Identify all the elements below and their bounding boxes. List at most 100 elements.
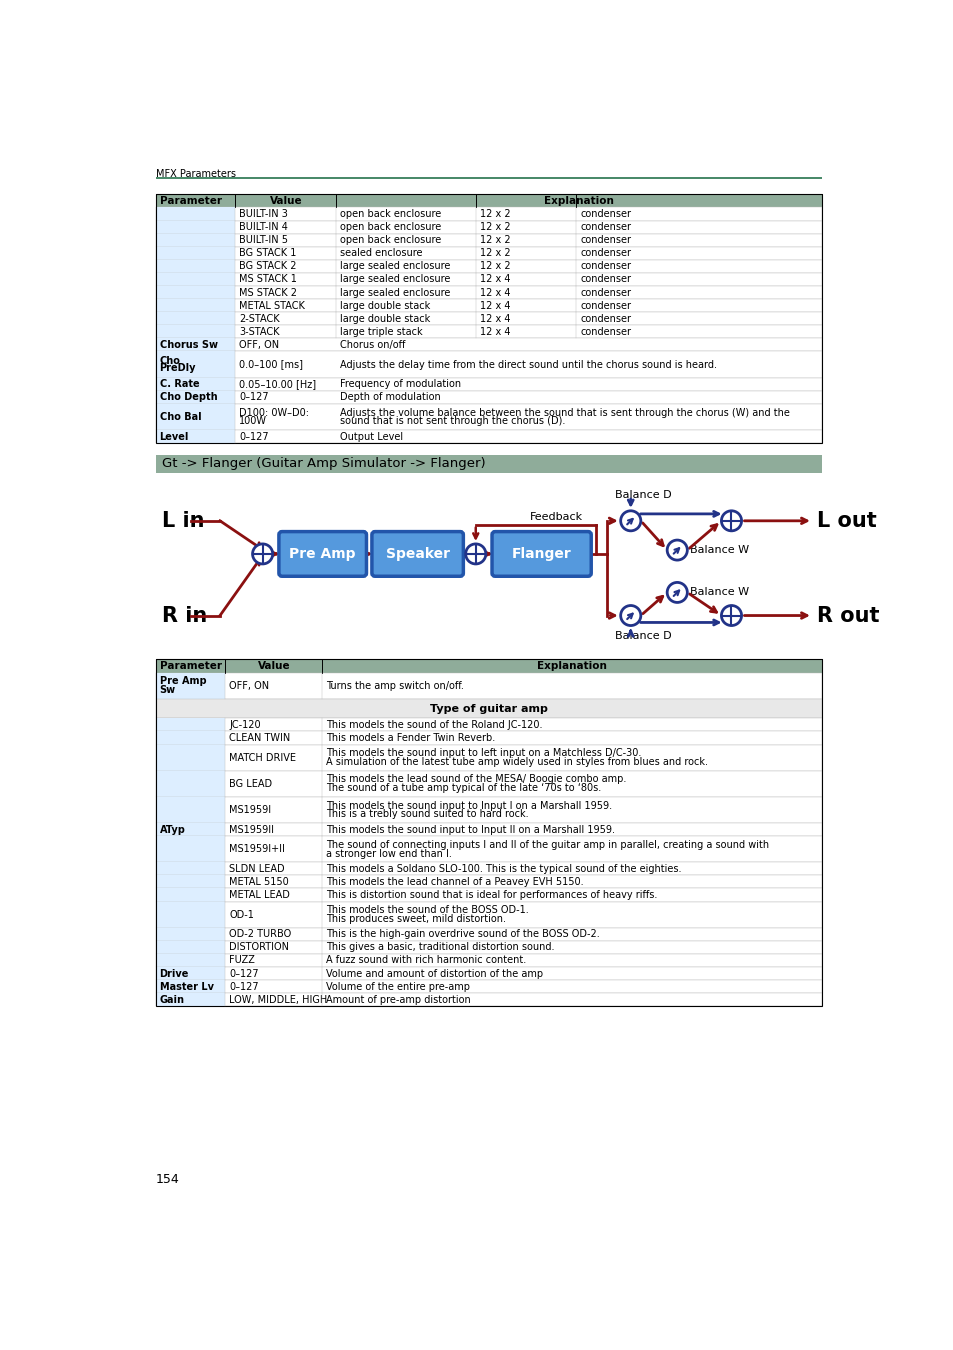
Bar [155, 994, 225, 1006]
Bar [155, 699, 821, 718]
Bar [155, 824, 821, 836]
Bar [155, 273, 235, 286]
Text: condenser: condenser [579, 221, 631, 232]
Text: 12 x 4: 12 x 4 [479, 288, 510, 297]
Text: This is a trebly sound suited to hard rock.: This is a trebly sound suited to hard ro… [326, 810, 528, 819]
Text: Explanation: Explanation [537, 662, 606, 671]
Text: Feedback: Feedback [530, 513, 582, 522]
Text: This models the sound of the Roland JC-120.: This models the sound of the Roland JC-1… [326, 720, 542, 730]
Text: C. Rate: C. Rate [159, 379, 199, 389]
Bar [155, 863, 821, 875]
Bar [155, 390, 235, 404]
Text: Balance D: Balance D [615, 632, 671, 641]
Text: MS1959I: MS1959I [229, 805, 272, 815]
Bar [155, 771, 821, 796]
Text: L out: L out [816, 510, 876, 531]
Text: Output Level: Output Level [340, 432, 403, 441]
Text: The sound of a tube amp typical of the late ‘70s to ‘80s.: The sound of a tube amp typical of the l… [326, 783, 600, 794]
Text: BG STACK 1: BG STACK 1 [239, 248, 296, 258]
FancyBboxPatch shape [492, 532, 591, 576]
Bar [155, 208, 235, 339]
Text: LOW, MIDDLE, HIGH: LOW, MIDDLE, HIGH [229, 995, 327, 1004]
Text: large double stack: large double stack [340, 313, 430, 324]
Text: MS1959I+II: MS1959I+II [229, 844, 285, 855]
Text: BUILT-IN 3: BUILT-IN 3 [239, 209, 288, 219]
Text: This models the lead sound of the MESA/ Boogie combo amp.: This models the lead sound of the MESA/ … [326, 775, 626, 784]
Text: 2-STACK: 2-STACK [239, 313, 280, 324]
Bar [155, 194, 821, 443]
Text: Parameter: Parameter [159, 196, 221, 207]
Text: Depth of modulation: Depth of modulation [340, 393, 440, 402]
Text: FUZZ: FUZZ [229, 956, 254, 965]
Text: ATyp: ATyp [159, 825, 185, 834]
Text: 12 x 4: 12 x 4 [479, 313, 510, 324]
Text: 12 x 2: 12 x 2 [479, 209, 510, 219]
Text: Volume of the entire pre-amp: Volume of the entire pre-amp [326, 981, 470, 992]
Text: Chorus Sw: Chorus Sw [159, 340, 217, 350]
Bar [155, 902, 821, 927]
Text: CLEAN TWIN: CLEAN TWIN [229, 733, 291, 743]
Text: OD-2 TURBO: OD-2 TURBO [229, 929, 292, 940]
Circle shape [620, 606, 640, 625]
Bar [155, 429, 821, 443]
Text: Cho Bal: Cho Bal [159, 412, 201, 421]
Text: Balance D: Balance D [615, 490, 671, 500]
Text: This produces sweet, mild distortion.: This produces sweet, mild distortion. [326, 914, 506, 925]
Text: 0–127: 0–127 [239, 393, 269, 402]
Bar [155, 429, 235, 443]
Bar [155, 177, 821, 180]
Bar [155, 967, 821, 980]
Bar [155, 718, 225, 732]
Bar [155, 247, 235, 259]
Text: large sealed enclosure: large sealed enclosure [340, 262, 450, 271]
Text: BUILT-IN 5: BUILT-IN 5 [239, 235, 288, 246]
Bar [155, 863, 225, 875]
Bar [155, 888, 225, 902]
Text: OD-1: OD-1 [229, 910, 253, 919]
Bar [155, 247, 821, 259]
Text: JC-120: JC-120 [229, 720, 261, 730]
Circle shape [666, 540, 686, 560]
Bar [155, 339, 235, 351]
Circle shape [720, 510, 740, 531]
Bar [155, 796, 821, 824]
FancyBboxPatch shape [372, 532, 463, 576]
Text: condenser: condenser [579, 209, 631, 219]
Text: BG LEAD: BG LEAD [229, 779, 273, 788]
Bar [155, 836, 821, 863]
Text: Sw: Sw [159, 684, 175, 695]
Text: large sealed enclosure: large sealed enclosure [340, 274, 450, 285]
Text: Drive: Drive [159, 968, 189, 979]
Bar [155, 312, 235, 325]
Text: This models the sound input to Input II on a Marshall 1959.: This models the sound input to Input II … [326, 825, 615, 834]
Bar [155, 351, 235, 378]
Text: condenser: condenser [579, 274, 631, 285]
Text: 154: 154 [155, 1173, 179, 1187]
Bar [155, 208, 235, 220]
Text: METAL STACK: METAL STACK [239, 301, 305, 310]
Bar [155, 286, 821, 300]
Text: Chorus on/off: Chorus on/off [340, 340, 405, 350]
Text: Adjusts the delay time from the direct sound until the chorus sound is heard.: Adjusts the delay time from the direct s… [340, 359, 717, 370]
Text: This models a Fender Twin Reverb.: This models a Fender Twin Reverb. [326, 733, 495, 743]
Bar [155, 994, 821, 1006]
Text: Frequency of modulation: Frequency of modulation [340, 379, 460, 389]
Text: L in: L in [162, 510, 204, 531]
Text: This models the sound input to Input I on a Marshall 1959.: This models the sound input to Input I o… [326, 801, 612, 810]
Text: 0–127: 0–127 [229, 968, 258, 979]
Text: Amount of pre-amp distortion: Amount of pre-amp distortion [326, 995, 471, 1004]
Text: condenser: condenser [579, 262, 631, 271]
Text: Explanation: Explanation [544, 196, 614, 207]
Text: sound that is not sent through the chorus (D).: sound that is not sent through the choru… [340, 416, 565, 425]
FancyBboxPatch shape [278, 532, 366, 576]
Bar [155, 771, 225, 796]
Text: Turns the amp switch on/off.: Turns the amp switch on/off. [326, 680, 463, 691]
Text: A simulation of the latest tube amp widely used in styles from blues and rock.: A simulation of the latest tube amp wide… [326, 757, 707, 767]
Bar [155, 732, 225, 744]
Text: Gt -> Flanger (Guitar Amp Simulator -> Flanger): Gt -> Flanger (Guitar Amp Simulator -> F… [162, 458, 485, 470]
Text: Flanger: Flanger [511, 547, 571, 562]
Circle shape [620, 510, 640, 531]
Text: Balance W: Balance W [689, 545, 748, 555]
Bar [155, 273, 821, 286]
Text: R in: R in [162, 606, 207, 625]
